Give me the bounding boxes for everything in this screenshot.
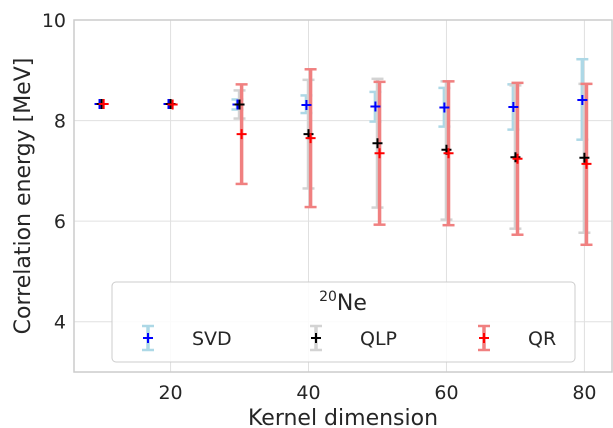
tick-labels: 20 40 60 80 4 6 8 10 [42, 10, 597, 404]
svd-data-point [508, 101, 519, 112]
legend-marker-swatch [479, 333, 489, 343]
legend-label-qlp: QLP [360, 328, 397, 350]
qr-data-point [236, 129, 247, 140]
qlp-data-point [510, 152, 521, 163]
x-tick-label: 40 [296, 382, 320, 404]
legend-title-superscript: 20 [319, 289, 337, 305]
legend-label-svd: SVD [192, 328, 232, 350]
y-tick-label: 8 [54, 111, 66, 133]
qr-data-point [374, 148, 385, 159]
qlp-data-point [579, 152, 590, 163]
legend-marker-swatch [311, 333, 321, 343]
qr-data-point [581, 158, 592, 169]
legend-label-qr: QR [528, 328, 556, 350]
qlp-data-point [372, 138, 383, 149]
qlp-data-point [234, 99, 245, 110]
qr-data-point [512, 153, 523, 164]
y-tick-label: 4 [54, 312, 66, 334]
qr-data-point [98, 98, 109, 109]
qr-data-point [443, 148, 454, 159]
x-tick-label: 80 [572, 382, 596, 404]
y-tick-label: 10 [42, 10, 66, 32]
qr-data-point [167, 99, 178, 110]
qr-data-point [305, 133, 316, 144]
svd-data-point [370, 101, 381, 112]
y-axis-label: Correlation energy [MeV] [11, 58, 36, 335]
svd-data-point [301, 99, 312, 110]
x-tick-label: 60 [434, 382, 458, 404]
markers [94, 94, 592, 169]
legend-entry-qr: QR [478, 324, 556, 352]
y-tick-label: 6 [54, 211, 66, 233]
legend-frame [111, 281, 576, 363]
plot-frame [73, 19, 613, 373]
svd-data-point [577, 94, 588, 105]
legend-title: 20Ne [319, 289, 367, 316]
legend-entries: SVD QLP QR [142, 324, 556, 352]
legend-marker-swatch [143, 333, 153, 343]
legend-entry-svd: SVD [142, 324, 232, 352]
legend-title-main: Ne [337, 291, 367, 316]
svd-data-point [439, 102, 450, 113]
legend: 20Ne SVD QLP QR [111, 281, 576, 363]
x-tick-label: 20 [158, 382, 182, 404]
legend-entry-qlp: QLP [310, 324, 397, 352]
x-axis-label: Kernel dimension [248, 406, 438, 428]
